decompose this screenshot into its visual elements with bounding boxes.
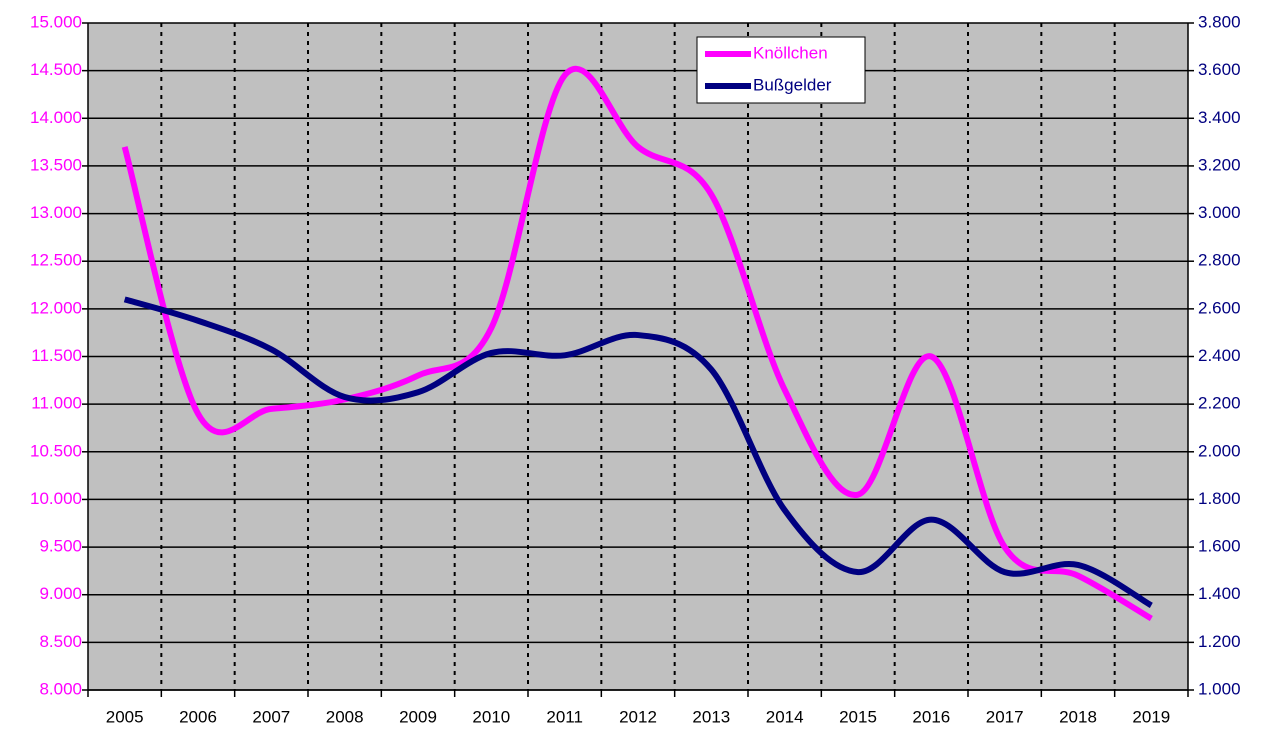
y2-tick-label: 2.400 xyxy=(1198,346,1241,365)
y-tick-label: 9.500 xyxy=(39,537,82,556)
x-tick-label: 2009 xyxy=(399,707,437,726)
legend-label: Knöllchen xyxy=(753,43,828,62)
series-line xyxy=(121,65,1153,622)
x-tick-label: 2016 xyxy=(912,707,950,726)
y-tick-label: 13.500 xyxy=(30,155,82,174)
y2-tick-label: 1.000 xyxy=(1198,679,1241,698)
x-tick-label: 2014 xyxy=(766,707,804,726)
x-tick-label: 2010 xyxy=(472,707,510,726)
y2-tick-label: 3.800 xyxy=(1198,12,1241,31)
y-tick-label: 14.000 xyxy=(30,108,82,127)
y-tick-label: 10.500 xyxy=(30,441,82,460)
x-tick-label: 2019 xyxy=(1132,707,1170,726)
x-tick-label: 2015 xyxy=(839,707,877,726)
x-tick-label: 2012 xyxy=(619,707,657,726)
y-tick-label: 11.000 xyxy=(31,394,82,413)
y2-tick-label: 3.600 xyxy=(1198,60,1241,79)
y-tick-label: 12.000 xyxy=(30,298,82,317)
y2-tick-label: 3.000 xyxy=(1198,203,1241,222)
y2-tick-label: 1.200 xyxy=(1198,632,1241,651)
y-tick-label: 15.000 xyxy=(30,12,82,31)
y-tick-label: 10.000 xyxy=(30,489,82,508)
y2-tick-label: 2.200 xyxy=(1198,394,1241,413)
y2-tick-label: 3.200 xyxy=(1198,155,1241,174)
y-tick-label: 13.000 xyxy=(30,203,82,222)
y2-tick-label: 3.400 xyxy=(1198,108,1241,127)
y2-tick-label: 2.800 xyxy=(1198,251,1241,270)
x-tick-label: 2011 xyxy=(546,707,583,726)
y-tick-label: 11.500 xyxy=(31,346,82,365)
x-tick-label: 2017 xyxy=(986,707,1024,726)
y2-tick-label: 2.600 xyxy=(1198,298,1241,317)
x-tick-label: 2008 xyxy=(326,707,364,726)
y-tick-label: 9.000 xyxy=(39,584,82,603)
y2-tick-label: 1.400 xyxy=(1198,584,1241,603)
y-tick-label: 8.500 xyxy=(39,632,82,651)
y-tick-label: 12.500 xyxy=(30,251,82,270)
x-tick-label: 2018 xyxy=(1059,707,1097,726)
x-tick-label: 2005 xyxy=(106,707,144,726)
y-tick-label: 8.000 xyxy=(39,679,82,698)
y2-tick-label: 1.600 xyxy=(1198,537,1241,556)
x-tick-label: 2007 xyxy=(252,707,290,726)
legend-label: Bußgelder xyxy=(753,75,832,94)
legend-box xyxy=(696,36,866,104)
x-tick-label: 2013 xyxy=(692,707,730,726)
y-tick-label: 14.500 xyxy=(30,60,82,79)
x-tick-label: 2006 xyxy=(179,707,217,726)
y2-tick-label: 2.000 xyxy=(1198,441,1241,460)
series-line xyxy=(123,296,1153,609)
y2-tick-label: 1.800 xyxy=(1198,489,1241,508)
